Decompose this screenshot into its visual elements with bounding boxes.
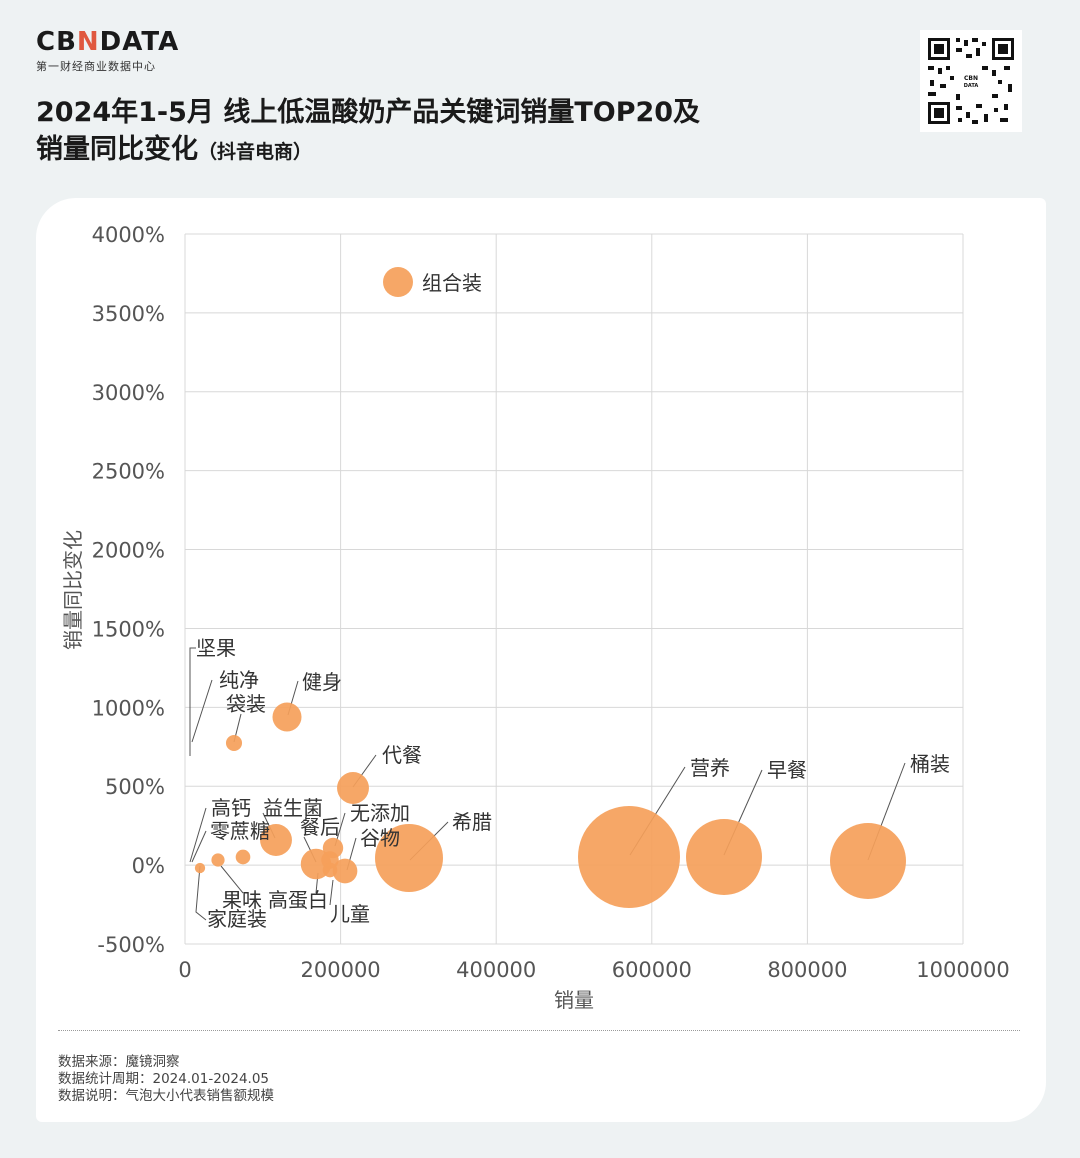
svg-text:DATA: DATA [964, 83, 979, 89]
y-tick-label: 2000% [92, 539, 165, 563]
x-tick-label: 0 [178, 958, 191, 982]
bubble-label: 健身 [302, 670, 342, 694]
bubble-label: 家庭装 [207, 907, 267, 931]
y-tick-label: 1000% [92, 696, 165, 720]
bubble-代餐 [337, 772, 369, 804]
bubble-袋装 [225, 734, 243, 752]
bubble-label: 桶装 [910, 752, 950, 776]
data-source: 数据来源：魔镜洞察 [58, 1054, 180, 1070]
x-tick-label: 800000 [767, 958, 847, 982]
qr-code-icon: CBN DATA [920, 30, 1022, 132]
bubble-零蔗糖 [211, 853, 225, 867]
cbndata-logo: CBNDATA [36, 27, 180, 57]
y-tick-label: 2500% [92, 460, 165, 484]
bubble-label: 果味 [222, 888, 262, 912]
title-line-2: 销量同比变化 [36, 134, 198, 165]
bubble-label: 高钙 [211, 796, 251, 820]
tick-layer: -500% 0% 500% 1000% 1500% 2000% 2500% 3000% 3500… [92, 223, 1010, 982]
y-tick-label: 0% [132, 854, 165, 878]
bubble-label: 高蛋白 [268, 888, 328, 912]
bubble-营养 [578, 806, 680, 908]
bubble-label: 谷物 [360, 826, 400, 850]
leader-line [189, 807, 207, 863]
bubble-label: 儿童 [330, 902, 370, 926]
footer-divider [58, 1030, 1020, 1031]
bubble-label: 早餐 [767, 758, 807, 782]
bubble-label: 袋装 [226, 692, 266, 716]
bubble-健身 [272, 702, 302, 732]
data-note: 数据说明：气泡大小代表销售额规模 [58, 1088, 274, 1104]
x-tick-label: 600000 [612, 958, 692, 982]
y-tick-label: 500% [105, 775, 165, 799]
x-tick-label: 1000000 [916, 958, 1010, 982]
leader-line [195, 865, 207, 921]
bubble-谷物 [322, 862, 338, 878]
bubble-早餐 [686, 819, 762, 895]
svg-text:CBN: CBN [964, 75, 978, 82]
bubble-label: 零蔗糖 [210, 819, 270, 843]
y-tick-label: 3000% [92, 381, 165, 405]
leader-line [220, 865, 244, 894]
bubble-label: 纯净 [219, 668, 259, 692]
bubble-label: 餐后 [300, 815, 340, 839]
x-tick-label: 400000 [456, 958, 536, 982]
y-axis-title: 销量同比变化 [61, 530, 85, 650]
bubble-label: 组合装 [422, 271, 482, 295]
x-axis-title: 销量 [554, 988, 594, 1012]
brand-logo: CBNDATA 第一财经商业数据中心 [36, 28, 179, 74]
data-period: 数据统计周期：2024.01-2024.05 [58, 1071, 270, 1087]
leader-layer [189, 647, 906, 921]
bubble-label: 益生菌 [263, 796, 323, 820]
y-tick-label: 3500% [92, 302, 165, 326]
bubble-组合装 [383, 267, 413, 297]
leader-line [191, 830, 207, 863]
title-suffix: （抖音电商） [198, 141, 313, 163]
brand-subtitle: 第一财经商业数据中心 [36, 60, 156, 73]
leader-line [189, 647, 196, 756]
bubble-果味 [235, 849, 251, 865]
bubble-label: 希腊 [452, 810, 492, 834]
bubble-label: 无添加 [350, 801, 410, 825]
y-tick-label: -500% [97, 933, 165, 957]
bubble-益生菌 [260, 824, 292, 856]
bubble-无添加 [332, 858, 358, 884]
bubble-桶装 [830, 823, 906, 899]
title-line-1: 2024年1-5月 线上低温酸奶产品关键词销量TOP20及 [36, 97, 701, 128]
bubble-家庭装 [194, 862, 206, 874]
x-tick-label: 200000 [301, 958, 381, 982]
bubble-label: 代餐 [382, 743, 422, 767]
bubble-希腊 [375, 824, 443, 892]
page-title: 2024年1-5月 线上低温酸奶产品关键词销量TOP20及 销量同比变化（抖音电… [36, 94, 700, 171]
bubble-label: 坚果 [196, 636, 236, 660]
leader-line [191, 679, 213, 743]
y-tick-label: 1500% [92, 617, 165, 641]
leader-line [329, 879, 334, 906]
footer-notes: 数据来源：魔镜洞察 数据统计周期：2024.01-2024.05 数据说明：气泡… [58, 1054, 274, 1105]
chart-card [36, 198, 1046, 1122]
bubble-layer [194, 267, 906, 908]
y-tick-label: 4000% [92, 223, 165, 247]
bubble-label: 营养 [690, 756, 730, 780]
